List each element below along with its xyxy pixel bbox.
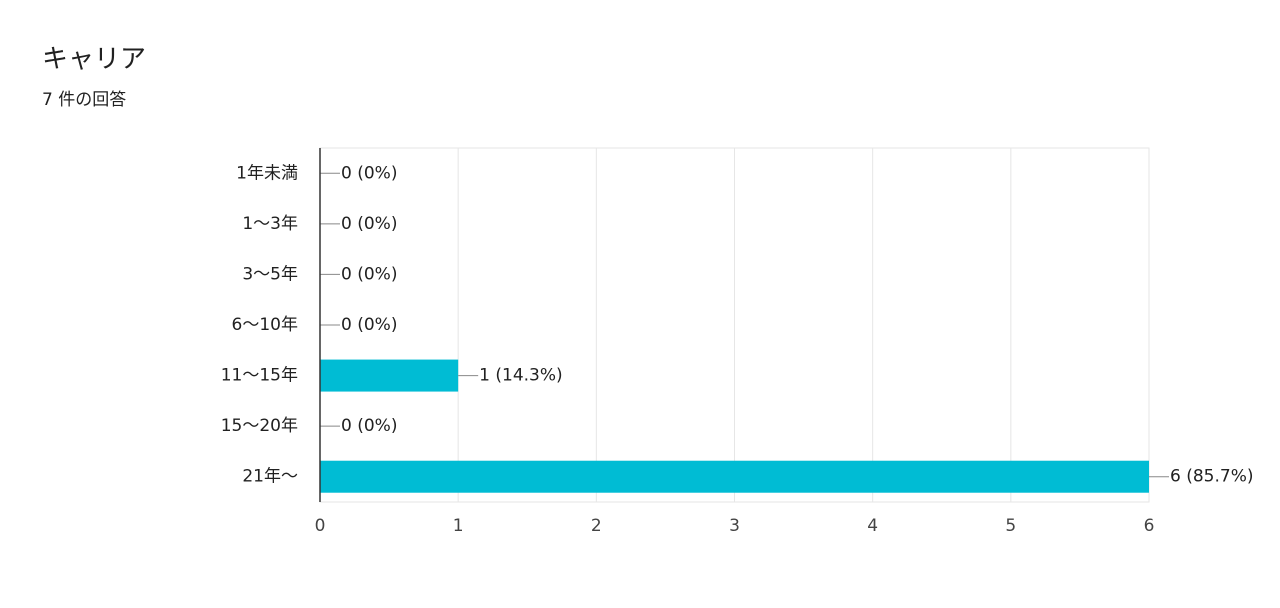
value-label: 0 (0%) xyxy=(341,264,397,284)
value-label: 6 (85.7%) xyxy=(1170,467,1254,487)
y-tick-label: 15〜20年 xyxy=(221,416,298,436)
value-label: 1 (14.3%) xyxy=(479,366,562,386)
y-tick-label: 11〜15年 xyxy=(221,366,298,386)
bar xyxy=(320,359,459,392)
chart-subtitle: 7 件の回答 xyxy=(42,90,126,110)
value-label: 0 (0%) xyxy=(341,214,397,234)
x-tick-label: 0 xyxy=(315,516,326,536)
x-tick-label: 5 xyxy=(1005,516,1016,536)
y-tick-label: 6〜10年 xyxy=(232,315,298,335)
value-label: 0 (0%) xyxy=(341,315,397,335)
bar xyxy=(320,460,1149,493)
value-label: 0 (0%) xyxy=(341,416,397,436)
value-label: 0 (0%) xyxy=(341,163,397,183)
x-tick-label: 6 xyxy=(1144,516,1155,536)
y-tick-label: 21年〜 xyxy=(242,467,298,487)
x-tick-label: 1 xyxy=(453,516,464,536)
y-tick-label: 1〜3年 xyxy=(242,214,298,234)
chart-title: キャリア xyxy=(42,45,146,75)
x-tick-label: 2 xyxy=(591,516,602,536)
y-tick-label: 1年未満 xyxy=(236,163,298,183)
x-tick-label: 4 xyxy=(867,516,878,536)
x-tick-label: 3 xyxy=(729,516,740,536)
y-tick-label: 3〜5年 xyxy=(242,264,298,284)
